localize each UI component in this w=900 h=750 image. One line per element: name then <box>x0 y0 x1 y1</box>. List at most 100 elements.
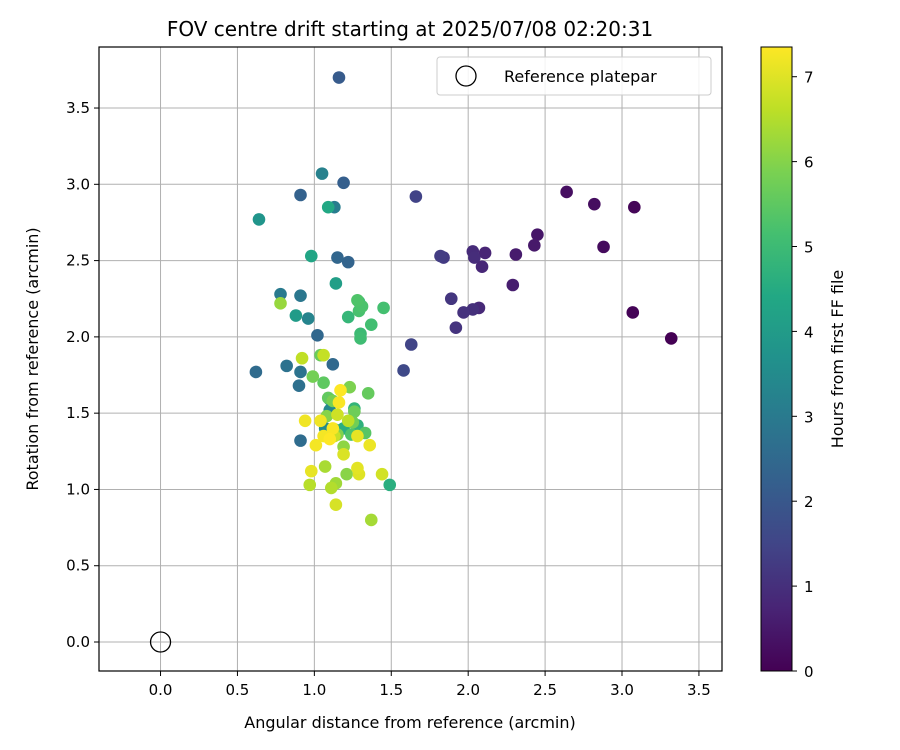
data-point <box>292 379 306 392</box>
data-point <box>294 188 307 202</box>
colorbar-label: Hours from first FF file <box>828 270 847 449</box>
y-tick-label: 2.5 <box>66 252 90 270</box>
colorbar-tick-label: 0 <box>804 663 814 681</box>
legend: Reference platepar <box>436 56 712 96</box>
data-point <box>397 364 410 377</box>
y-tick-label: 3.5 <box>66 99 90 117</box>
data-point <box>298 414 312 428</box>
data-point <box>363 438 377 452</box>
data-point <box>341 255 355 269</box>
data-point <box>351 293 364 307</box>
data-point <box>597 240 610 254</box>
data-point <box>341 310 355 324</box>
reference-platepar-marker <box>149 631 172 653</box>
reference-point <box>149 631 172 653</box>
data-point <box>478 246 492 260</box>
data-point <box>468 251 481 264</box>
data-point <box>311 329 324 342</box>
data-point <box>531 228 544 241</box>
data-point <box>409 190 423 203</box>
data-point <box>252 213 266 226</box>
data-point <box>361 387 375 400</box>
x-tick-label: 1.0 <box>302 681 326 699</box>
y-tick-label: 0.5 <box>66 557 90 575</box>
chart-title: FOV centre drift starting at 2025/07/08 … <box>167 17 653 41</box>
x-axis-ticks: 0.0 0.5 1.0 1.5 2.0 2.5 3.0 3.5 <box>149 671 711 699</box>
data-point <box>341 414 355 428</box>
y-tick-label: 1.5 <box>66 404 90 422</box>
colorbar-tick-label: 4 <box>804 323 814 341</box>
data-point <box>375 467 389 481</box>
data-point <box>274 297 287 310</box>
data-point <box>351 429 364 443</box>
data-point <box>449 321 463 335</box>
data-point <box>588 197 601 211</box>
data-point <box>326 358 340 371</box>
data-point <box>326 422 340 435</box>
data-point <box>528 239 541 252</box>
data-point <box>334 383 347 397</box>
data-point <box>315 167 329 180</box>
data-point <box>309 438 323 452</box>
colorbar-tick-label: 7 <box>804 69 814 87</box>
y-tick-label: 3.0 <box>66 175 90 193</box>
data-point <box>321 200 335 214</box>
data-points <box>249 71 678 527</box>
data-point <box>337 448 350 461</box>
data-point <box>295 351 309 365</box>
data-point <box>301 312 315 325</box>
y-tick-label: 2.0 <box>66 328 90 346</box>
data-point <box>351 461 364 475</box>
data-point <box>294 434 307 447</box>
data-point <box>289 309 303 322</box>
data-point <box>475 260 489 273</box>
data-point <box>457 306 470 319</box>
grid-lines <box>99 47 722 671</box>
y-tick-label: 0.0 <box>66 633 90 651</box>
data-point <box>434 249 447 263</box>
data-point <box>280 359 293 373</box>
y-axis-label: Rotation from reference (arcmin) <box>23 227 42 490</box>
data-point <box>329 277 343 290</box>
y-axis-ticks: 0.0 0.5 1.0 1.5 2.0 2.5 3.0 3.5 <box>66 99 99 651</box>
data-point <box>318 460 332 473</box>
data-point <box>509 248 523 261</box>
colorbar-tick-label: 2 <box>804 493 814 511</box>
x-tick-label: 0.0 <box>149 681 173 699</box>
data-point <box>317 348 330 362</box>
data-point <box>294 365 307 379</box>
data-point <box>354 332 367 345</box>
colorbar-tick-label: 3 <box>804 408 814 426</box>
data-point <box>332 71 346 84</box>
data-point <box>332 396 346 409</box>
data-point <box>303 478 317 492</box>
plot-frame <box>98 46 723 672</box>
data-point <box>348 405 361 418</box>
data-point <box>383 478 397 492</box>
data-point <box>364 318 378 331</box>
data-point <box>560 185 573 199</box>
x-tick-label: 3.5 <box>687 681 711 699</box>
data-point <box>314 414 327 428</box>
colorbar-tick-label: 1 <box>804 578 814 596</box>
data-point <box>340 467 353 481</box>
data-point <box>337 176 350 190</box>
data-point <box>377 301 390 315</box>
data-point <box>317 376 330 389</box>
data-point <box>294 289 307 302</box>
colorbar: 0 1 2 3 4 5 6 7 Hours from first FF file <box>760 46 847 681</box>
data-point <box>306 370 320 383</box>
x-tick-label: 3.0 <box>610 681 634 699</box>
data-point <box>304 249 318 263</box>
x-tick-label: 2.5 <box>533 681 557 699</box>
data-point <box>364 513 378 527</box>
legend-box <box>436 56 712 96</box>
data-point <box>249 365 263 379</box>
data-point <box>444 292 458 306</box>
data-point <box>324 481 338 495</box>
data-point <box>323 432 337 446</box>
x-axis-label: Angular distance from reference (arcmin) <box>244 713 575 732</box>
data-point <box>626 306 640 319</box>
x-tick-label: 1.5 <box>379 681 403 699</box>
x-tick-label: 0.5 <box>226 681 250 699</box>
